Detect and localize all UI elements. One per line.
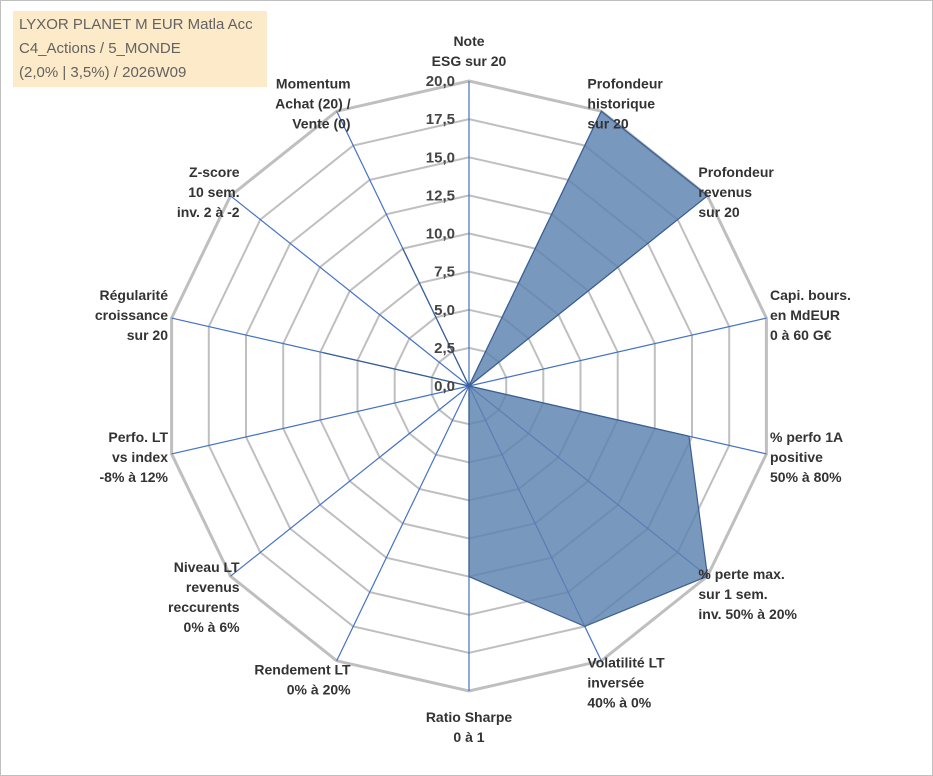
spoke-9 <box>230 385 470 577</box>
label-layer: Note ESG sur 20 Profondeur historique sur 20… <box>95 33 851 745</box>
spoke-8 <box>336 385 470 662</box>
axis-label-0-line-1: ESG sur 20 <box>432 53 507 69</box>
tick-layer: 0,0 2,5 5,0 7,5 10,0 12,5 15,0 17,5 20,0 <box>426 73 455 395</box>
axis-label-1-line-1: historique <box>587 96 655 112</box>
spoke-3 <box>468 317 767 387</box>
tick-label-4: 10,0 <box>426 226 455 243</box>
axis-label-4: % perfo 1A positive 50% à 80% <box>770 429 843 485</box>
axis-label-4-line-1: positive <box>770 449 823 465</box>
axis-label-3: Capi. bours. en MdEUR 0 à 60 G€ <box>770 287 851 343</box>
axis-label-9: Niveau LT revenus reccurents 0% à 6% <box>168 559 240 635</box>
axis-label-5: % perte max. sur 1 sem. inv. 50% à 20% <box>698 566 797 622</box>
axis-label-8-line-0: Rendement LT <box>254 661 351 677</box>
axis-label-10-line-2: -8% à 12% <box>100 469 169 485</box>
axis-label-3-line-2: 0 à 60 G€ <box>770 327 832 343</box>
axis-label-9-line-2: reccurents <box>168 599 240 615</box>
axis-label-2-line-0: Profondeur <box>698 164 774 180</box>
axis-label-13: Momentum Achat (20) / Vente (0) <box>275 76 351 132</box>
axis-label-2: Profondeur revenus sur 20 <box>698 164 774 220</box>
axis-label-10: Perfo. LT vs index -8% à 12% <box>100 429 169 485</box>
tick-label-5: 12,5 <box>426 187 455 204</box>
axis-label-1-line-2: sur 20 <box>587 116 628 132</box>
tick-label-3: 7,5 <box>434 264 455 281</box>
axis-label-11: Régularité croissance sur 20 <box>95 287 168 343</box>
axis-label-4-line-2: 50% à 80% <box>770 469 842 485</box>
axis-label-12-line-1: 10 sem. <box>188 184 239 200</box>
axis-label-11-line-2: sur 20 <box>127 327 168 343</box>
tick-label-8: 20,0 <box>426 73 455 90</box>
axis-label-3-line-1: en MdEUR <box>770 307 840 323</box>
chart-title-box: LYXOR PLANET M EUR Matla Acc C4_Actions … <box>13 11 267 87</box>
axis-label-5-line-0: % perte max. <box>698 566 784 582</box>
axis-label-3-line-0: Capi. bours. <box>770 287 851 303</box>
tick-label-2: 5,0 <box>434 302 455 319</box>
chart-title-line-3: (2,0% | 3,5%) / 2026W09 <box>19 64 187 81</box>
axis-label-8-line-1: 0% à 20% <box>287 681 351 697</box>
axis-label-11-line-1: croissance <box>95 307 168 323</box>
axis-label-7-line-0: Ratio Sharpe <box>426 709 513 725</box>
axis-label-11-line-0: Régularité <box>100 287 169 303</box>
axis-label-5-line-1: sur 1 sem. <box>698 586 767 602</box>
chart-title-line-2: C4_Actions / 5_MONDE <box>19 40 181 57</box>
axis-label-10-line-0: Perfo. LT <box>108 429 168 445</box>
axis-label-4-line-0: % perfo 1A <box>770 429 843 445</box>
spoke-10 <box>171 385 470 455</box>
spoke-12 <box>230 195 470 387</box>
axis-label-6-line-2: 40% à 0% <box>587 694 651 710</box>
axis-label-9-line-3: 0% à 6% <box>184 619 241 635</box>
series-layer <box>323 110 709 628</box>
axis-label-1: Profondeur historique sur 20 <box>587 76 663 132</box>
axis-label-9-line-1: revenus <box>186 579 240 595</box>
axis-label-6-line-1: inversée <box>587 674 644 690</box>
axis-label-2-line-1: revenus <box>698 184 752 200</box>
axis-label-10-line-1: vs index <box>112 449 168 465</box>
axis-label-12-line-2: inv. 2 à -2 <box>177 204 240 220</box>
axis-label-6: Volatilité LT inversée 40% à 0% <box>587 654 665 710</box>
axis-label-5-line-2: inv. 50% à 20% <box>698 606 797 622</box>
axis-label-12-line-0: Z-score <box>189 164 240 180</box>
axis-label-0-line-0: Note <box>453 33 484 49</box>
tick-label-6: 15,0 <box>426 149 455 166</box>
axis-label-7: Ratio Sharpe 0 à 1 <box>426 709 513 745</box>
axis-label-7-line-1: 0 à 1 <box>453 729 484 745</box>
axis-label-8: Rendement LT 0% à 20% <box>254 661 351 697</box>
axis-label-0: Note ESG sur 20 <box>432 33 507 69</box>
axis-label-2-line-2: sur 20 <box>698 204 739 220</box>
axis-label-9-line-0: Niveau LT <box>174 559 240 575</box>
tick-label-0: 0,0 <box>434 378 455 395</box>
series-area <box>323 110 709 628</box>
axis-label-1-line-0: Profondeur <box>587 76 663 92</box>
axis-label-13-line-1: Achat (20) / <box>275 96 351 112</box>
axis-label-13-line-0: Momentum <box>276 76 351 92</box>
axis-label-13-line-2: Vente (0) <box>292 116 350 132</box>
axis-label-6-line-0: Volatilité LT <box>587 654 665 670</box>
tick-label-1: 2,5 <box>434 340 455 357</box>
chart-title-line-1: LYXOR PLANET M EUR Matla Acc <box>19 16 253 33</box>
axis-label-12: Z-score 10 sem. inv. 2 à -2 <box>177 164 240 220</box>
tick-label-7: 17,5 <box>426 111 455 128</box>
